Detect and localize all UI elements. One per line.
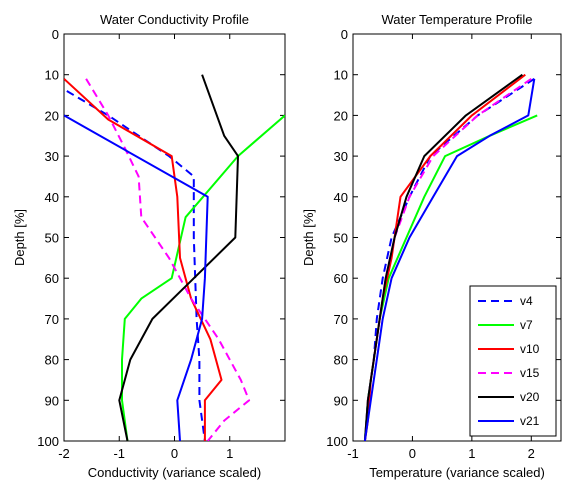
y-tick-label: 40: [45, 190, 59, 205]
y-tick-label: 20: [45, 108, 59, 123]
chart-title: Water Conductivity Profile: [100, 12, 249, 27]
x-tick-label: -1: [113, 446, 125, 461]
y-tick-label: 20: [334, 108, 348, 123]
series-line-v10: [363, 73, 526, 441]
x-tick-label: 0: [171, 446, 178, 461]
legend: v4 v7 v10 v15 v20 v21: [469, 285, 557, 437]
y-tick-label: 30: [334, 149, 348, 164]
y-tick-label: 0: [341, 27, 348, 42]
y-tick-label: 30: [45, 149, 59, 164]
series-line-v21: [64, 114, 209, 441]
x-tick-label: 1: [226, 446, 233, 461]
y-tick-label: 80: [334, 353, 348, 368]
y-tick-label: 70: [334, 312, 348, 327]
x-tick-label: 1: [468, 446, 475, 461]
y-axis-label: Depth [%]: [12, 209, 27, 266]
y-tick-label: 10: [334, 68, 348, 83]
chart-panel-1: Water Conductivity Profile Conductivity (…: [12, 12, 286, 480]
legend-label-v7: v7: [520, 318, 533, 332]
series-line-v20: [118, 74, 239, 441]
y-tick-label: 50: [45, 231, 59, 246]
series-line-v4: [66, 90, 206, 441]
x-axis-label: Conductivity (variance scaled): [88, 465, 261, 480]
chart-title: Water Temperature Profile: [381, 12, 532, 27]
legend-box: [469, 285, 557, 437]
legend-label-v10: v10: [520, 342, 540, 356]
series-group: [64, 74, 285, 441]
y-tick-label: 90: [45, 393, 59, 408]
legend-label-v4: v4: [520, 294, 533, 308]
series-line-v20: [363, 73, 523, 441]
y-axis-label: Depth [%]: [301, 209, 316, 266]
y-tick-label: 0: [52, 27, 59, 42]
plot-area: [63, 33, 286, 442]
series-group: [363, 73, 538, 441]
series-line-v10: [64, 78, 223, 441]
legend-label-v15: v15: [520, 366, 540, 380]
y-tick-label: 60: [45, 271, 59, 286]
x-tick-label: -1: [347, 446, 359, 461]
y-tick-label: 60: [334, 271, 348, 286]
x-axis-label: Temperature (variance scaled): [369, 465, 545, 480]
y-tick-label: 10: [45, 68, 59, 83]
series-line-v15: [85, 78, 251, 441]
legend-label-v20: v20: [520, 390, 540, 404]
y-tick-label: 100: [326, 434, 348, 449]
series-line-v21: [363, 78, 536, 441]
x-tick-label: 0: [409, 446, 416, 461]
chart-panel-2: Water Temperature Profile Temperature (va…: [301, 12, 562, 480]
y-tick-label: 70: [45, 312, 59, 327]
y-tick-label: 100: [37, 434, 59, 449]
x-tick-label: -2: [58, 446, 70, 461]
y-tick-label: 50: [334, 231, 348, 246]
y-tick-label: 40: [334, 190, 348, 205]
x-tick-label: 2: [528, 446, 535, 461]
y-tick-label: 90: [334, 393, 348, 408]
legend-label-v21: v21: [520, 414, 540, 428]
y-tick-label: 80: [45, 353, 59, 368]
